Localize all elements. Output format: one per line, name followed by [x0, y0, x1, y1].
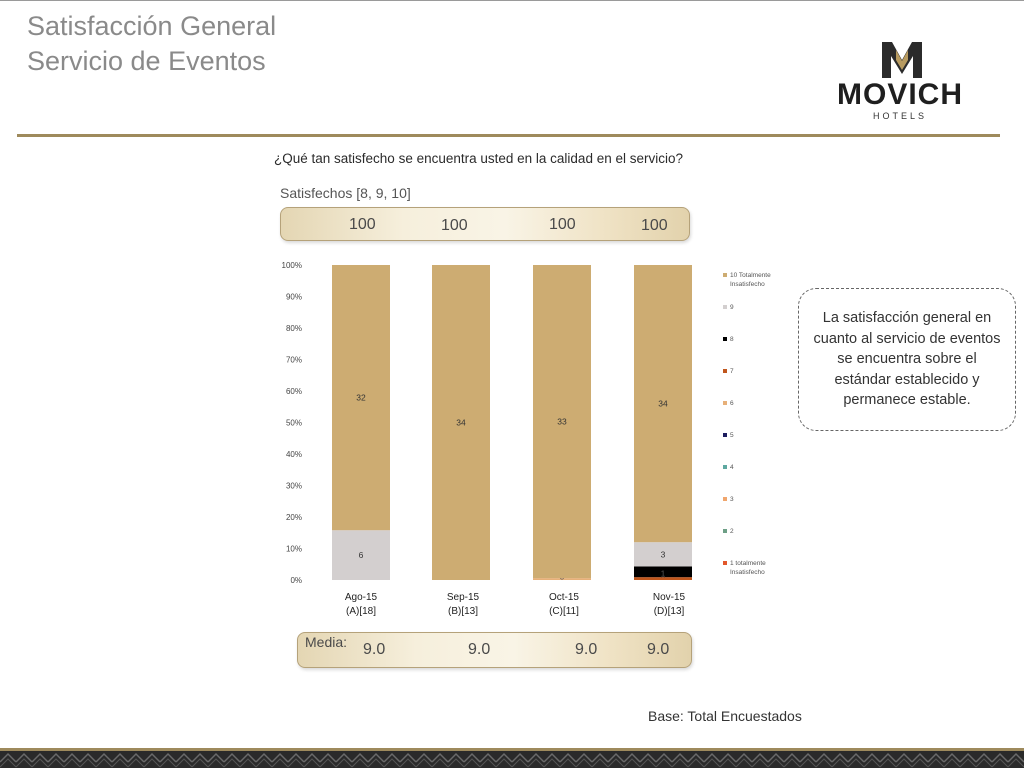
satisfied-value: 100	[549, 216, 576, 233]
x-tick-label-period: Ago-15	[344, 592, 378, 603]
data-label: 32	[356, 393, 366, 403]
media-value: 9.0	[575, 641, 598, 658]
x-tick-label-period: Sep-15	[446, 592, 480, 603]
data-label: 6	[359, 550, 364, 560]
y-tick-label: 0%	[290, 576, 302, 585]
legend-label: 9	[730, 304, 734, 311]
satisfied-label: Satisfechos [8, 9, 10]	[280, 185, 411, 201]
movich-m-emblem-icon	[882, 42, 922, 78]
legend-swatch	[723, 273, 727, 277]
x-tick-label: Oct-15 (C)[11]	[524, 591, 604, 619]
legend-swatch	[723, 465, 727, 469]
x-tick-label-group: (D)[13]	[653, 606, 685, 617]
base-note: Base: Total Encuestados	[648, 708, 802, 724]
y-tick-label: 30%	[286, 482, 302, 491]
satisfied-value: 100	[441, 217, 468, 234]
legend-swatch	[723, 433, 727, 437]
y-tick-label: 10%	[286, 545, 302, 554]
media-value: 9.0	[468, 641, 491, 658]
legend-swatch	[723, 561, 727, 565]
bar-segment	[634, 542, 692, 567]
media-value: 9.0	[363, 641, 386, 658]
bar-segment	[533, 578, 591, 580]
x-tick-label-period: Nov-15	[652, 592, 686, 603]
y-tick-label: 50%	[286, 419, 302, 428]
y-tick-label: 60%	[286, 387, 302, 396]
y-tick-label: 90%	[286, 293, 302, 302]
legend-label: 5	[730, 432, 734, 439]
x-tick-label: Ago-15 (A)[18]	[321, 591, 401, 619]
legend-swatch	[723, 401, 727, 405]
legend-label: 4	[730, 464, 734, 471]
satisfied-band	[280, 207, 690, 241]
media-band	[297, 632, 692, 668]
data-label: 3	[661, 549, 666, 559]
top-rule	[0, 0, 1024, 1]
satisfied-value: 100	[641, 217, 668, 234]
legend-label: 7	[730, 368, 734, 375]
data-label: 1	[661, 569, 666, 579]
bar-segment	[634, 265, 692, 543]
x-tick-label-period: Oct-15	[548, 592, 579, 603]
legend-swatch	[723, 497, 727, 501]
x-tick-label-group: (A)[18]	[345, 606, 376, 617]
insight-callout: La satisfacción general en cuanto al ser…	[798, 288, 1016, 431]
media-value: 9.0	[647, 641, 670, 658]
legend-label: Insatisfecho	[730, 569, 765, 576]
y-tick-label: 100%	[282, 261, 302, 270]
bar-segment	[634, 577, 692, 580]
logo-wordmark: MOVICH	[837, 78, 963, 111]
legend-swatch	[723, 337, 727, 341]
legend-label: 6	[730, 400, 734, 407]
legend-label: 1 totalmente	[730, 560, 766, 567]
legend-label: 10 Totalmente	[730, 272, 771, 279]
survey-question: ¿Qué tan satisfecho se encuentra usted e…	[274, 151, 683, 166]
insight-text: La satisfacción general en cuanto al ser…	[813, 310, 1001, 409]
bar-segment	[332, 530, 390, 580]
satisfied-value: 100	[349, 216, 376, 233]
y-tick-label: 40%	[286, 450, 302, 459]
legend-label: 8	[730, 336, 734, 343]
legend-label: 3	[730, 496, 734, 503]
page-title: Satisfacción General Servicio de Eventos	[27, 9, 276, 79]
bar-segment	[634, 566, 692, 578]
y-tick-label: 80%	[286, 324, 302, 333]
y-tick-label: 20%	[286, 513, 302, 522]
legend-label: Insatisfecho	[730, 281, 765, 288]
data-label: 34	[658, 399, 668, 409]
data-label: 34	[456, 418, 466, 428]
page-title-line-2: Servicio de Eventos	[27, 46, 266, 76]
decorative-footer-pattern	[0, 748, 1024, 768]
stacked-bar-chart: 0%10%20%30%40%50%60%70%80%90%100%0632034…	[282, 261, 772, 585]
x-tick-label-group: (B)[13]	[447, 606, 478, 617]
x-tick-label-group: (C)[11]	[549, 606, 579, 617]
header-divider	[17, 134, 1000, 137]
legend-label: 2	[730, 528, 734, 535]
y-tick-label: 70%	[286, 356, 302, 365]
bar-segment	[432, 265, 490, 580]
data-label: 33	[557, 417, 567, 427]
legend-swatch	[723, 529, 727, 533]
media-label: Media:	[305, 634, 348, 650]
x-tick-label: Sep-15 (B)[13]	[423, 591, 503, 619]
legend-swatch	[723, 369, 727, 373]
movich-logo: MOVICH HOTELS	[837, 42, 963, 121]
legend-swatch	[723, 305, 727, 309]
bar-segment	[533, 265, 591, 579]
logo-subtitle: HOTELS	[873, 111, 927, 121]
page-title-line-1: Satisfacción General	[27, 11, 277, 41]
x-tick-label: Nov-15 (D)[13]	[629, 591, 709, 619]
bar-segment	[332, 265, 390, 531]
